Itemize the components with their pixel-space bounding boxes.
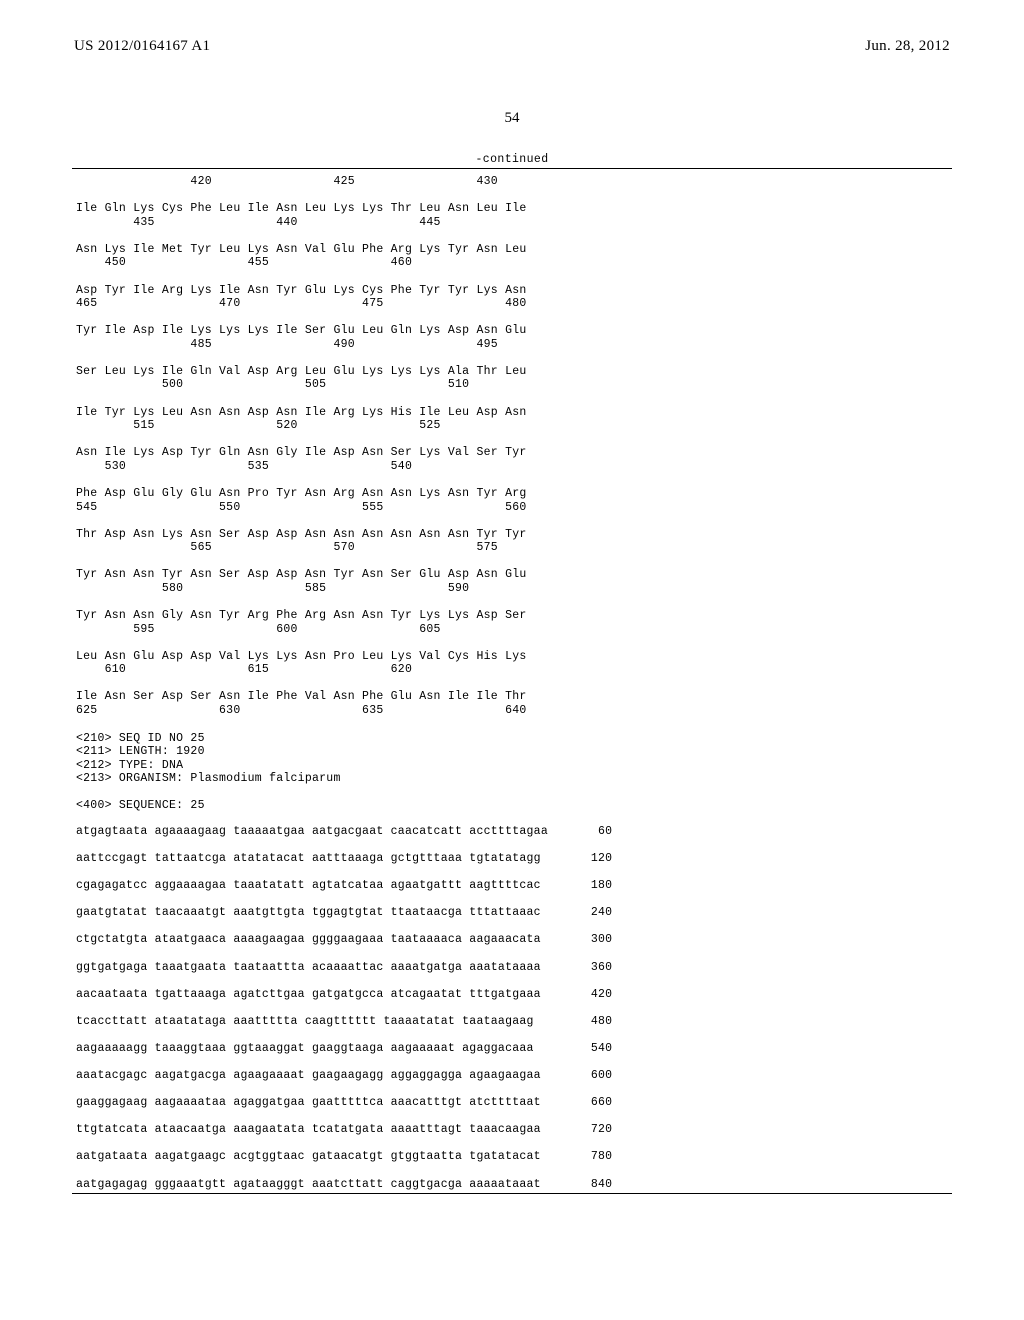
publication-date: Jun. 28, 2012 [865,38,950,55]
dna-sequence-block: atgagtaata agaaaagaag taaaaatgaa aatgacg… [76,825,948,1191]
publication-number: US 2012/0164167 A1 [74,38,210,55]
seq-header-block: <210> SEQ ID NO 25 <211> LENGTH: 1920 <2… [76,732,948,813]
rule-bottom [72,1193,952,1194]
continued-label: -continued [72,153,952,166]
page-number: 54 [72,110,952,127]
rule-top [72,168,952,169]
protein-sequence-block: 420 425 430 Ile Gln Lys Cys Phe Leu Ile … [76,175,948,718]
